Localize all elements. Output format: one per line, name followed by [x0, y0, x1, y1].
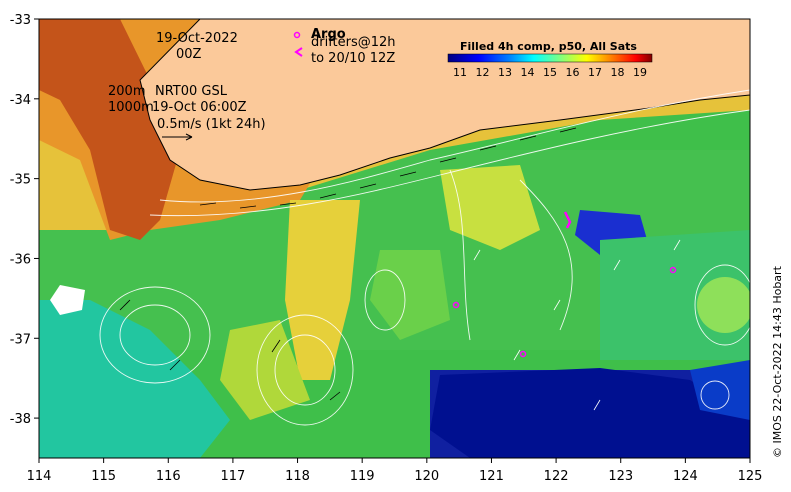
- y-axis: -33 -34 -35 -36 -37 -38: [10, 13, 39, 427]
- model-time-label: 19-Oct 06:00Z: [152, 100, 247, 115]
- x-tick-label: 119: [350, 469, 375, 484]
- colorbar-tick-label: 17: [588, 66, 602, 79]
- time-label: 00Z: [176, 47, 202, 62]
- scale-arrow: [162, 133, 193, 141]
- argo-floats: [452, 266, 677, 358]
- y-tick-label: -33: [10, 13, 31, 28]
- colorbar-tick-label: 12: [476, 66, 490, 79]
- y-tick-label: -38: [10, 412, 31, 427]
- y-tick-label: -36: [10, 252, 31, 267]
- colorbar-tick-label: 14: [521, 66, 535, 79]
- x-tick-label: 115: [91, 469, 116, 484]
- colorbar-ticks: 11 12 13 14 15 16 17 18 19: [453, 66, 647, 79]
- x-tick-label: 118: [285, 469, 310, 484]
- x-tick-label: 116: [156, 469, 181, 484]
- drifter-legend-icon: [294, 47, 303, 57]
- x-axis: 114 115 116 117 118 119 120 121 122 123 124 125: [27, 458, 763, 484]
- sst-field: [39, 19, 750, 458]
- y-tick-label: -35: [10, 173, 31, 188]
- x-tick-label: 124: [673, 469, 698, 484]
- colorbar-tick-label: 15: [543, 66, 557, 79]
- x-tick-label: 125: [738, 469, 763, 484]
- scale-label: 0.5m/s (1kt 24h): [157, 117, 266, 132]
- velocity-arrows-white: [473, 239, 681, 411]
- colorbar: [447, 53, 653, 63]
- colorbar-tick-label: 19: [633, 66, 647, 79]
- x-tick-label: 117: [220, 469, 245, 484]
- streamlines: [99, 89, 750, 426]
- x-tick-label: 122: [544, 469, 569, 484]
- depth-200-label: 200m: [108, 84, 145, 99]
- x-tick-label: 121: [479, 469, 504, 484]
- depth-1000-label: 1000m: [108, 100, 154, 115]
- argo-label: Argo: [311, 27, 346, 42]
- colorbar-title: Filled 4h comp, p50, All Sats: [460, 40, 637, 53]
- date-label: 19-Oct-2022: [156, 31, 238, 46]
- drifters-label: drifters@12h: [311, 35, 396, 50]
- x-tick-label: 120: [414, 469, 439, 484]
- credit-label: © IMOS 22-Oct-2022 14:43 Hobart: [771, 265, 784, 458]
- colorbar-tick-label: 13: [498, 66, 512, 79]
- colorbar-tick-label: 16: [566, 66, 580, 79]
- x-tick-label: 123: [608, 469, 633, 484]
- drifter-track: [563, 211, 572, 229]
- velocity-arrows: [119, 127, 577, 401]
- drifters-to-label: to 20/10 12Z: [311, 51, 395, 66]
- colorbar-tick-label: 18: [611, 66, 625, 79]
- model-label: NRT00 GSL: [155, 84, 228, 99]
- y-tick-label: -37: [10, 332, 31, 347]
- y-tick-label: -34: [10, 93, 31, 108]
- colorbar-tick-label: 11: [453, 66, 467, 79]
- x-tick-label: 114: [27, 469, 52, 484]
- plot-frame: [38, 18, 751, 459]
- argo-legend-icon: [293, 31, 301, 39]
